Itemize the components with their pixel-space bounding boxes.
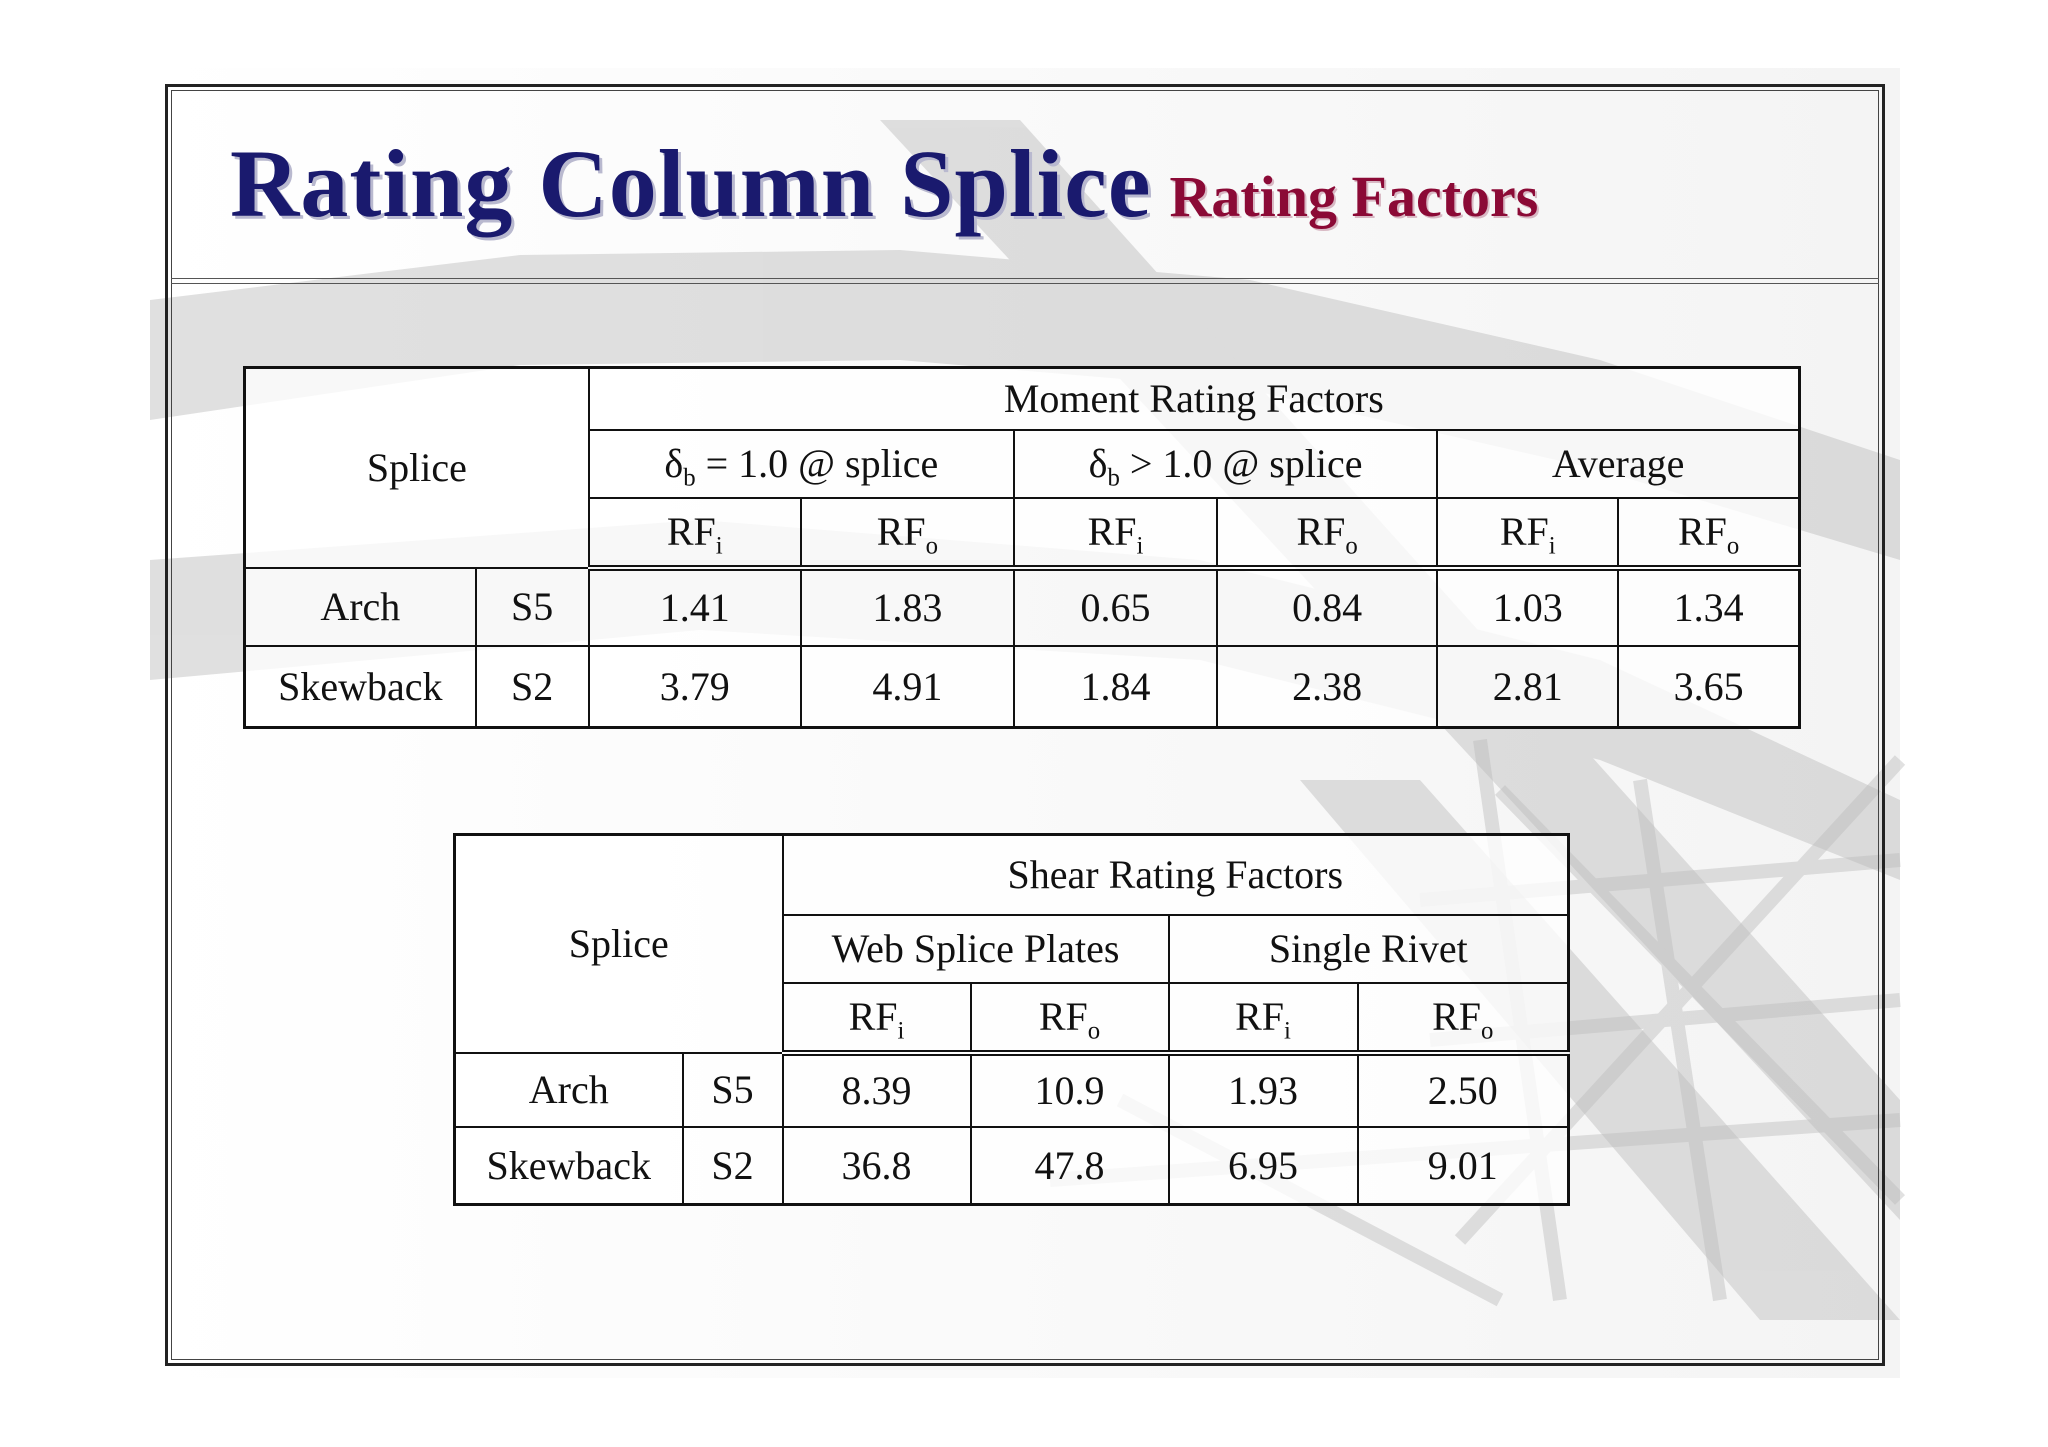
shear-header-row-1: Splice Shear Rating Factors bbox=[453, 833, 1570, 1054]
location-cell: Arch bbox=[243, 566, 477, 647]
location-cell: Arch bbox=[453, 1051, 684, 1128]
table-row: Arch S5 8.39 10.9 1.93 2.50 bbox=[453, 1051, 1570, 1128]
shear-rating-table: Splice Shear Rating Factors Web Splice P… bbox=[453, 833, 1571, 1206]
value-cell: 1.41 bbox=[587, 566, 802, 647]
title-subtitle: Rating Factors bbox=[1169, 164, 1539, 229]
value-cell: 3.65 bbox=[1617, 644, 1801, 729]
moment-header-row-2: δb = 1.0 @ splice δb > 1.0 @ splice Aver… bbox=[245, 428, 1801, 499]
moment-group-header: Moment Rating Factors bbox=[587, 366, 1801, 431]
value-cell: 36.8 bbox=[781, 1125, 972, 1206]
shear-header-row-3: RFi RFo RFi RFo bbox=[455, 981, 1570, 1056]
shear-header-row-2: Web Splice Plates Single Rivet bbox=[455, 913, 1570, 984]
moment-subgroup-header: δb > 1.0 @ splice bbox=[1012, 428, 1439, 499]
shear-group-header: Shear Rating Factors bbox=[781, 833, 1570, 916]
value-cell: 1.84 bbox=[1012, 644, 1219, 729]
rf-header: RFi bbox=[781, 981, 972, 1056]
splice-id-cell: S5 bbox=[474, 566, 590, 647]
location-cell: Skewback bbox=[243, 644, 477, 729]
location-cell: Skewback bbox=[453, 1125, 684, 1206]
rf-header: RFo bbox=[1617, 496, 1801, 571]
value-cell: 9.01 bbox=[1356, 1125, 1570, 1206]
splice-id-cell: S5 bbox=[681, 1051, 784, 1128]
rf-header: RFi bbox=[1012, 496, 1219, 571]
table-row: Skewback S2 3.79 4.91 1.84 2.38 2.81 3.6… bbox=[243, 644, 1801, 729]
slide-inner-border bbox=[171, 90, 1879, 1360]
slide-title: Rating Column Splice Rating Factors bbox=[230, 136, 1538, 232]
value-cell: 3.79 bbox=[587, 644, 802, 729]
slide-outer-border bbox=[165, 84, 1885, 1366]
table-row: Arch S5 1.41 1.83 0.65 0.84 1.03 1.34 bbox=[243, 566, 1801, 647]
value-cell: 2.38 bbox=[1216, 644, 1439, 729]
rf-header: RFi bbox=[587, 496, 802, 571]
rf-header: RFo bbox=[969, 981, 1170, 1056]
moment-splice-header: Splice bbox=[243, 366, 590, 569]
value-cell: 2.50 bbox=[1356, 1051, 1570, 1128]
value-cell: 1.93 bbox=[1167, 1051, 1359, 1128]
value-cell: 1.34 bbox=[1617, 566, 1801, 647]
splice-id-cell: S2 bbox=[474, 644, 590, 729]
shear-splice-header: Splice bbox=[453, 833, 784, 1054]
moment-header-row-1: Splice Moment Rating Factors bbox=[243, 366, 1801, 569]
moment-subgroup-header: Average bbox=[1436, 428, 1801, 499]
value-cell: 6.95 bbox=[1167, 1125, 1359, 1206]
title-main: Rating Column Splice bbox=[230, 130, 1152, 237]
shear-subgroup-header: Single Rivet bbox=[1167, 913, 1570, 984]
rf-header: RFi bbox=[1436, 496, 1620, 571]
value-cell: 10.9 bbox=[969, 1051, 1170, 1128]
moment-subgroup-header: δb = 1.0 @ splice bbox=[587, 428, 1015, 499]
title-divider-top bbox=[171, 278, 1879, 279]
rf-header: RFo bbox=[1216, 496, 1439, 571]
value-cell: 2.81 bbox=[1436, 644, 1620, 729]
value-cell: 0.65 bbox=[1012, 566, 1219, 647]
title-divider-bottom bbox=[171, 283, 1879, 284]
value-cell: 8.39 bbox=[781, 1051, 972, 1128]
value-cell: 1.83 bbox=[799, 566, 1015, 647]
value-cell: 47.8 bbox=[969, 1125, 1170, 1206]
value-cell: 4.91 bbox=[799, 644, 1015, 729]
splice-id-cell: S2 bbox=[681, 1125, 784, 1206]
rf-header: RFo bbox=[1356, 981, 1570, 1056]
rf-header: RFi bbox=[1167, 981, 1359, 1056]
table-row: Skewback S2 36.8 47.8 6.95 9.01 bbox=[453, 1125, 1570, 1206]
moment-header-row-3: RFi RFo RFi RFo RFi RFo bbox=[245, 496, 1801, 571]
value-cell: 1.03 bbox=[1436, 566, 1620, 647]
rf-header: RFo bbox=[799, 496, 1015, 571]
value-cell: 0.84 bbox=[1216, 566, 1439, 647]
moment-rating-table: Splice Moment Rating Factors δb = 1.0 @ … bbox=[243, 366, 1801, 729]
shear-subgroup-header: Web Splice Plates bbox=[781, 913, 1170, 984]
